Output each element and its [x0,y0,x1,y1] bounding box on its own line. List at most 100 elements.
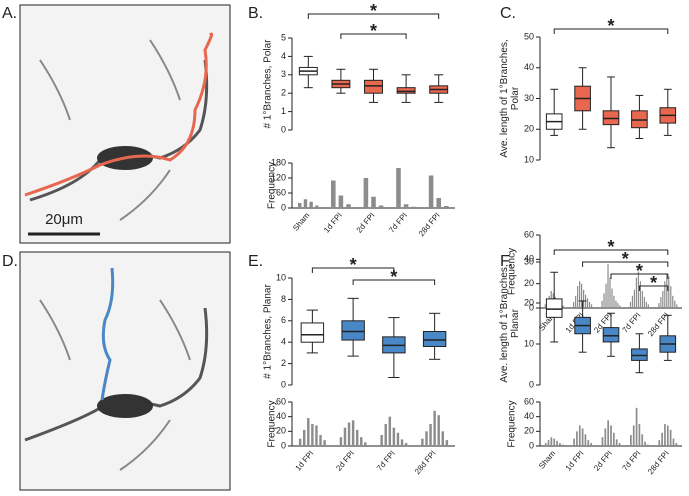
y-axis-label: # 1°Branches, Planar [263,284,274,379]
histogram-bar [547,440,550,446]
box [341,320,365,341]
histogram-bar [441,431,444,446]
histogram-bar [562,305,564,308]
significance-bracket [352,279,436,285]
significance-bracket [638,285,669,291]
y-tick-label: 10 [276,272,286,282]
neuron-process [39,39,181,221]
histogram-bar [674,300,676,308]
histogram-bar [630,435,632,446]
x-tick-label: 28d FPI [417,211,442,238]
box [602,110,620,126]
histogram-bar [339,437,343,446]
histogram-bar [632,425,635,446]
x-tick-label: 2d FPI [334,449,356,473]
panel-label: E. [248,253,263,270]
histogram-bar [388,416,392,446]
histogram-bar [355,429,359,446]
y-tick-label: 60 [524,396,534,406]
histogram-bar [392,427,396,446]
y-tick-label: 2 [281,88,286,98]
histogram-bar [633,289,636,308]
y-tick-label: 40 [276,411,286,421]
significance-bracket [553,28,669,34]
histogram-bar [343,427,347,446]
histogram-bar [644,441,646,446]
y-tick-label: 10 [524,338,534,348]
image-panel-a: 20μm A. [2,4,231,244]
histogram-bar [672,438,675,446]
panel-label: D. [2,253,18,270]
y-tick-label: 20 [524,124,534,134]
histogram-bar [615,300,617,308]
significance-star: * [607,16,614,36]
box [545,298,563,318]
histogram-bar [605,283,607,308]
histogram-bar [436,198,441,208]
significance-bracket [553,249,669,255]
histogram-bar [553,438,556,446]
histogram-bar [303,429,306,446]
histogram-bar [619,305,621,308]
histogram-bar [584,434,587,446]
y-tick-label: 30 [524,93,534,103]
micrograph [19,4,231,244]
histogram-bar [645,301,647,308]
histogram-bar [579,281,581,308]
histogram-bar [635,407,638,446]
histogram-bar [576,431,578,446]
histogram-bar [425,431,428,446]
y-tick-label: 20 [524,426,534,436]
x-tick-label: 7d FPI [620,449,642,473]
y-tick-label: 20 [276,426,286,436]
y-tick-label: 0 [281,379,286,389]
y-axis-label: Ave. length of 1°Branches, [499,39,510,157]
significance-star: * [350,255,357,275]
histogram-bar [544,304,546,308]
histogram-bar [668,276,670,308]
histogram-bar [428,175,434,208]
significance-star: * [370,1,377,21]
histogram-bar [635,277,638,308]
y-tick-label: 0 [281,202,286,212]
y-tick-label: 120 [271,172,286,182]
neuron-process [24,307,209,442]
histogram-bar [662,290,664,308]
x-tick-label: 7d FPI [387,211,409,235]
significance-bracket [610,273,669,279]
significance-bracket [582,261,669,267]
box [364,79,383,94]
y-axis-label: Frequency [507,248,518,295]
histogram-bar [429,424,432,446]
y-tick-label: 0 [281,124,286,134]
soma [97,394,153,418]
histogram-bar [581,428,584,446]
histogram-bar [319,435,322,446]
histogram-bar [638,424,641,446]
y-tick-label: 180 [271,157,286,167]
histogram-bar [581,283,583,308]
y-tick-label: 0 [529,440,534,450]
y-tick-label: 2 [281,358,286,368]
histogram-bar [378,205,384,208]
histogram-bar [586,298,589,308]
histogram-bar [590,443,592,446]
histogram-bar [421,438,424,446]
significance-star: * [370,21,377,41]
y-tick-label: 40 [524,62,534,72]
histogram-bar [588,301,591,308]
significance-star: * [607,237,614,257]
histogram-bar [444,206,449,208]
histogram-bar [675,443,678,446]
histogram-bar [307,418,310,446]
histogram-bar [400,439,404,446]
y-tick-label: 0 [281,440,286,450]
y-tick-label: 5 [281,32,286,42]
micrograph [19,251,231,491]
histogram-bar [601,300,603,308]
x-tick-label: 1d FPI [564,449,586,473]
panel-label: F. [500,253,512,270]
box [396,87,416,94]
x-tick-label: 7d FPI [375,449,397,473]
